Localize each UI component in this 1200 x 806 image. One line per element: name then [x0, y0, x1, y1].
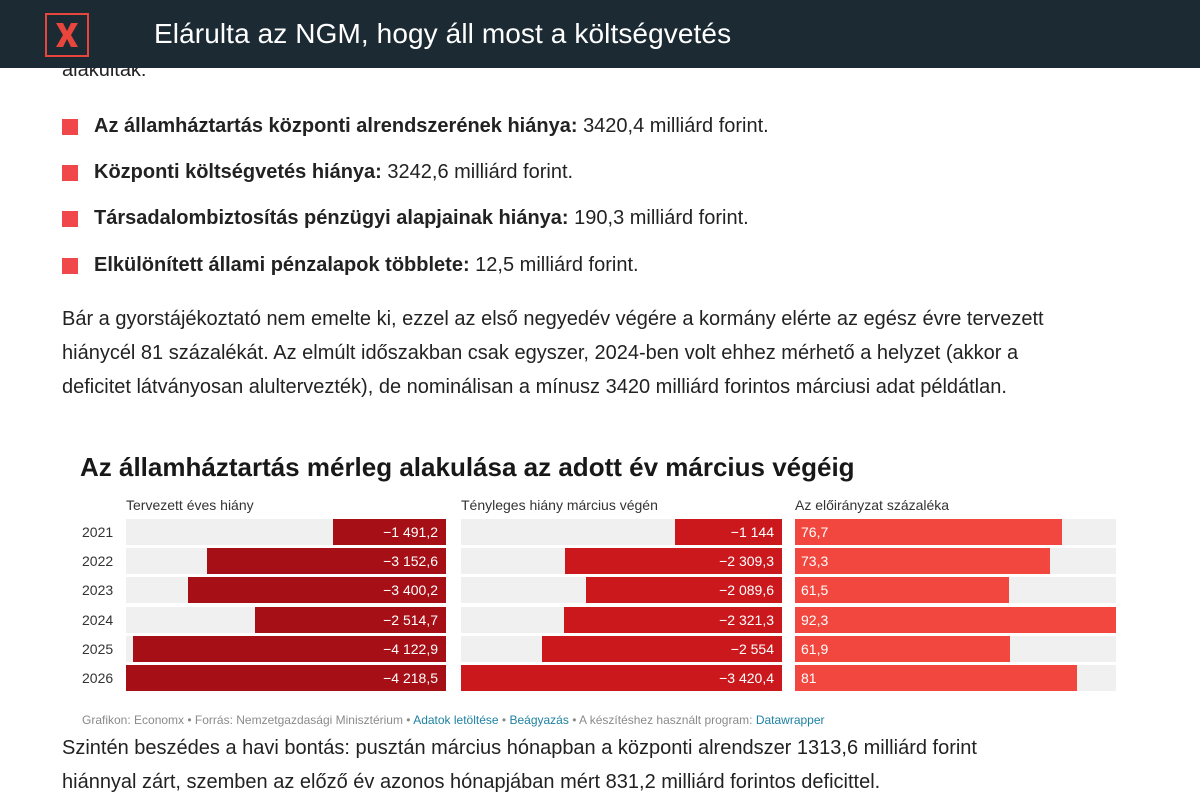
- bar-track: −2 514,7: [126, 607, 446, 633]
- bar-value-label: −2 309,3: [719, 553, 774, 569]
- bullet-label: Elkülönített állami pénzalapok többlete:: [94, 254, 470, 276]
- bar: [586, 577, 782, 603]
- series-header: Tényleges hiány március végén: [461, 497, 658, 513]
- bar: [461, 665, 782, 691]
- bar: [542, 636, 782, 662]
- paragraph-line: Szintén beszédes a havi bontás: pusztán …: [62, 737, 977, 759]
- bar-track: −3 152,6: [126, 548, 446, 574]
- bar-track: −2 554: [461, 636, 782, 662]
- row-label: 2024: [82, 612, 114, 628]
- bar-track: 81: [795, 665, 1116, 691]
- bar-track: −1 144: [461, 519, 782, 545]
- footnote-tool: • A készítéshez használt program:: [572, 713, 753, 727]
- row-label: 2025: [82, 641, 114, 657]
- bullet-marker-icon: [62, 258, 78, 274]
- page-title: Elárulta az NGM, hogy áll most a költség…: [154, 18, 732, 49]
- bar-track: 61,5: [795, 577, 1116, 603]
- bullet-marker-icon: [62, 165, 78, 181]
- bar: [795, 636, 1010, 662]
- paragraph-line: Bár a gyorstájékoztató nem emelte ki, ez…: [62, 308, 1044, 330]
- footnote-separator: •: [501, 713, 507, 727]
- bar-track: −2 321,3: [461, 607, 782, 633]
- bar: [564, 607, 782, 633]
- bar-value-label: −2 514,7: [383, 612, 438, 628]
- bar-value-label: 76,7: [801, 524, 829, 540]
- bar: [207, 548, 446, 574]
- bar-track: −1 491,2: [126, 519, 446, 545]
- bar-track: 92,3: [795, 607, 1116, 633]
- bar: [795, 548, 1050, 574]
- row-label: 2023: [82, 582, 114, 598]
- bullet-value: 12,5 milliárd forint.: [475, 254, 639, 276]
- bar-track: 61,9: [795, 636, 1116, 662]
- bullet-value: 3420,4 milliárd forint.: [583, 115, 769, 137]
- bar: [333, 519, 446, 545]
- bar-track: 73,3: [795, 548, 1116, 574]
- footnote-source: Grafikon: Economx • Forrás: Nemzetgazdas…: [82, 713, 411, 727]
- bar-track: −2 089,6: [461, 577, 782, 603]
- bar-value-label: 61,9: [801, 641, 829, 657]
- bar-value-label: −2 554: [730, 641, 774, 657]
- embed-link[interactable]: Beágyazás: [509, 713, 569, 727]
- bar: [795, 577, 1009, 603]
- bar: [188, 577, 446, 603]
- x-logo-icon: [56, 23, 78, 47]
- bar-value-label: −4 218,5: [383, 670, 438, 686]
- bar-track: −2 309,3: [461, 548, 782, 574]
- bar: [255, 607, 446, 633]
- paragraph-line: hiánnyal zárt, szemben az előző év azono…: [62, 771, 881, 793]
- bar-value-label: −3 152,6: [383, 553, 438, 569]
- series-header: Az előirányzat százaléka: [795, 497, 950, 513]
- bar-track: −3 420,4: [461, 665, 782, 691]
- site-logo[interactable]: [45, 13, 89, 57]
- bar-value-label: 61,5: [801, 582, 829, 598]
- bar: [565, 548, 782, 574]
- bar: [133, 636, 446, 662]
- bullet-value: 3242,6 milliárd forint.: [387, 161, 574, 183]
- row-label: 2022: [82, 553, 114, 569]
- bar-value-label: 73,3: [801, 553, 829, 569]
- datawrapper-link[interactable]: Datawrapper: [755, 713, 825, 727]
- bullet-label: Társadalombiztosítás pénzügyi alapjainak…: [94, 207, 569, 229]
- bullet-marker-icon: [62, 211, 78, 227]
- bar-track: −4 122,9: [126, 636, 446, 662]
- bar-value-label: 81: [801, 670, 817, 686]
- article-paragraph: Bár a gyorstájékoztató nem emelte ki, ez…: [62, 302, 1162, 404]
- bar-value-label: 92,3: [801, 612, 829, 628]
- bullet-label: Az államháztartás központi alrendszeréne…: [94, 115, 578, 137]
- bar: [675, 519, 782, 545]
- row-label: 2026: [82, 670, 114, 686]
- chart-title: Az államháztartás mérleg alakulása az ad…: [80, 452, 855, 482]
- bar: [126, 665, 446, 691]
- bullet-label: Központi költségvetés hiánya:: [94, 161, 382, 183]
- bullet-value: 190,3 milliárd forint.: [574, 207, 749, 229]
- series-header: Tervezett éves hiány: [126, 497, 254, 513]
- bar-track: 76,7: [795, 519, 1116, 545]
- bar-value-label: −3 420,4: [719, 670, 774, 686]
- bar-value-label: −4 122,9: [383, 641, 438, 657]
- row-label: 2021: [82, 524, 114, 540]
- bar: [795, 665, 1077, 691]
- download-data-link[interactable]: Adatok letöltése: [413, 713, 499, 727]
- bar: [795, 607, 1116, 633]
- bar-value-label: −2 089,6: [719, 582, 774, 598]
- bar-value-label: −3 400,2: [383, 582, 438, 598]
- top-bar: Elárulta az NGM, hogy áll most a költség…: [0, 0, 1200, 68]
- paragraph-line: hiánycél 81 százalékát. Az elmúlt idősza…: [62, 342, 1019, 364]
- article-paragraph: Szintén beszédes a havi bontás: pusztán …: [62, 731, 1162, 799]
- bar-value-label: −1 144: [730, 524, 774, 540]
- bar-value-label: −2 321,3: [719, 612, 774, 628]
- bullet-marker-icon: [62, 119, 78, 135]
- bar-track: −4 218,5: [126, 665, 446, 691]
- bar-value-label: −1 491,2: [383, 524, 438, 540]
- paragraph-line: deficitet látványosan alultervezték), de…: [62, 376, 1007, 398]
- bar-track: −3 400,2: [126, 577, 446, 603]
- bar: [795, 519, 1062, 545]
- chart-footnote: Grafikon: Economx • Forrás: Nemzetgazdas…: [82, 713, 825, 727]
